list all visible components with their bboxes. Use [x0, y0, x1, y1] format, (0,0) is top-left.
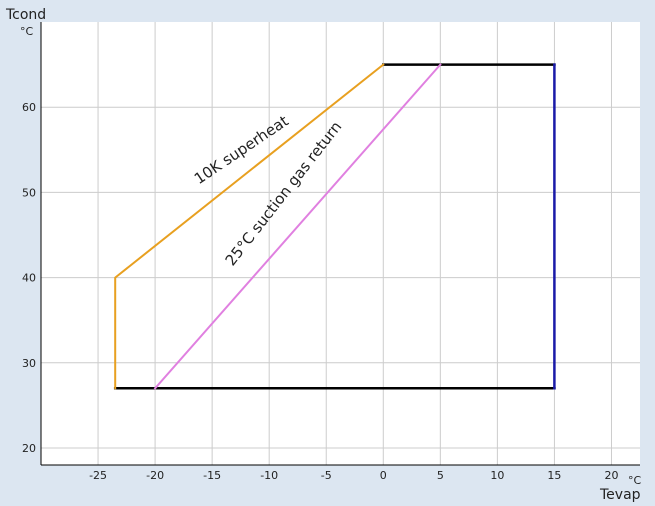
x-tick-label: -20 [146, 469, 164, 482]
x-axis-unit: °C [628, 474, 642, 487]
x-tick-label: -15 [203, 469, 221, 482]
y-axis-title: Tcond [5, 7, 46, 23]
x-tick-label: 5 [437, 469, 444, 482]
x-tick-label: -10 [260, 469, 278, 482]
x-tick-label: 15 [547, 469, 561, 482]
x-tick-label: 10 [490, 469, 504, 482]
series-line-10k-superheat [114, 63, 385, 390]
y-tick-label: 40 [22, 272, 36, 285]
x-tick-label: -5 [321, 469, 332, 482]
plot-area [41, 22, 640, 465]
y-tick-label: 20 [22, 442, 36, 455]
y-tick-label: 30 [22, 357, 36, 370]
series-line-25-c-suction-gas-return [153, 63, 442, 390]
y-axis-unit: °C [20, 25, 34, 38]
x-tick-label: 0 [380, 469, 387, 482]
series-lines [113, 63, 556, 390]
x-axis-title: Tevap [599, 487, 641, 503]
x-tick-label: 20 [604, 469, 618, 482]
y-tick-label: 60 [22, 101, 36, 114]
tick-labels: -25 -20 -15 -10 -5 0 5 10 15 20 20 30 40 50 60 [22, 101, 618, 482]
y-tick-label: 50 [22, 186, 36, 199]
x-tick-label: -25 [89, 469, 107, 482]
gridlines [41, 22, 640, 465]
